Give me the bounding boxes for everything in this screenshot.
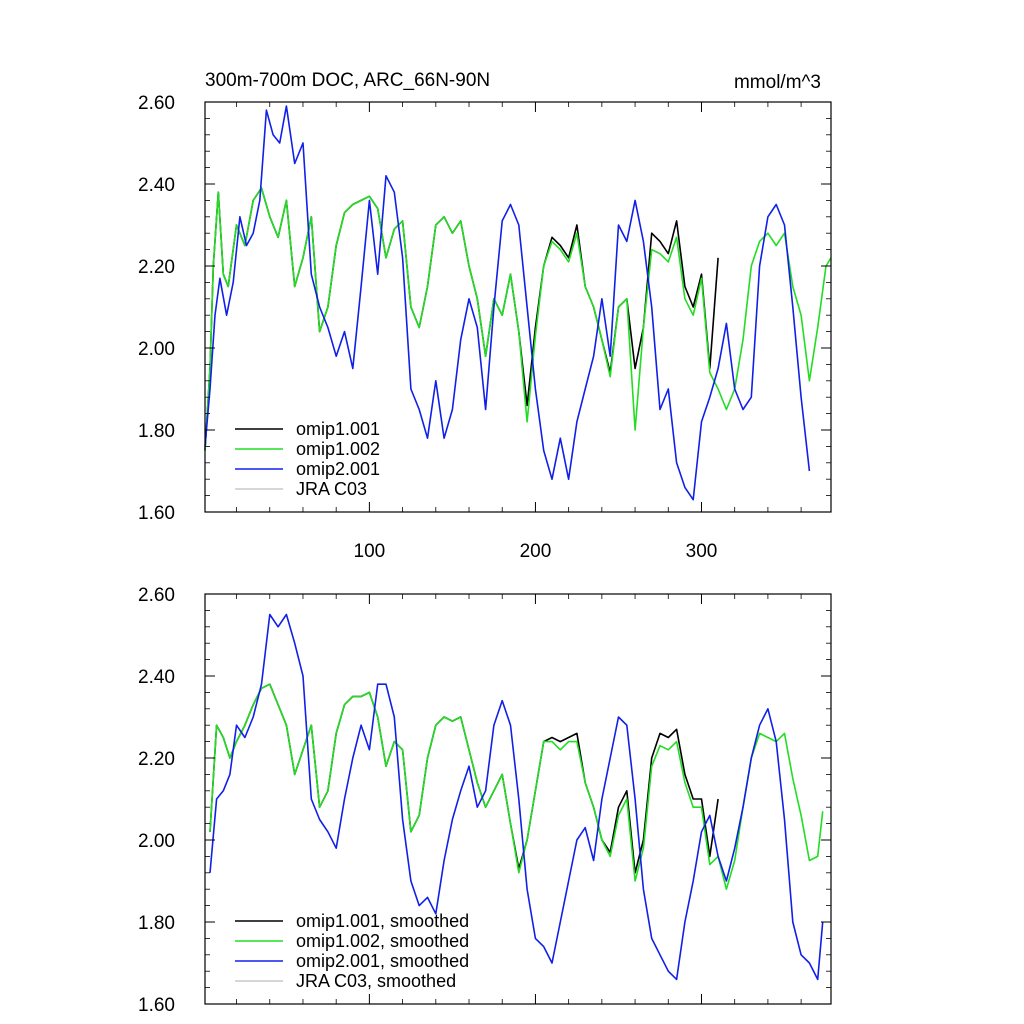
y-tick-label: 2.60	[138, 585, 175, 606]
chart-title: 300m-700m DOC, ARC_66N-90N	[205, 70, 490, 91]
legend-label: omip1.002	[296, 439, 380, 459]
y-tick-label: 2.00	[138, 831, 175, 852]
legend-label: omip1.002, smoothed	[296, 931, 469, 951]
y-tick-label: 1.60	[138, 995, 175, 1016]
y-tick-label: 2.40	[138, 667, 175, 688]
plot-frame	[204, 593, 832, 1005]
series-line-3	[209, 613, 824, 981]
legend-label: omip2.001, smoothed	[296, 951, 469, 971]
legend-label: JRA C03	[296, 479, 367, 499]
series-line-2	[204, 187, 832, 451]
y-tick-label: 2.40	[138, 175, 175, 196]
legend-label: JRA C03, smoothed	[296, 971, 456, 991]
units-label: mmol/m^3	[734, 72, 821, 93]
x-tick-label: 300	[686, 541, 718, 562]
series-line-2	[209, 683, 824, 890]
y-tick-label: 1.80	[138, 913, 175, 934]
y-tick-label: 2.20	[138, 257, 175, 278]
series-line-3	[204, 105, 811, 501]
series-group	[204, 105, 832, 501]
legend-label: omip2.001	[296, 459, 380, 479]
y-tick-label: 2.60	[138, 93, 175, 114]
chart-panel-1: 1.60 1.80 2.00 2.20 2.40 2.60 100 200 300 300m-70…	[138, 70, 832, 562]
y-tick-label: 2.20	[138, 749, 175, 770]
x-tick-label: 200	[520, 541, 552, 562]
series-group	[209, 613, 824, 981]
plot-frame	[204, 101, 832, 513]
x-tick-label: 100	[354, 541, 386, 562]
y-tick-label: 2.00	[138, 339, 175, 360]
y-tick-label: 1.80	[138, 421, 175, 442]
y-tick-label: 1.60	[138, 503, 175, 524]
chart-panel-2: 1.60 1.80 2.00 2.20 2.40 2.60 omip1.001, smoot…	[138, 585, 832, 1016]
legend-label: omip1.001, smoothed	[296, 911, 469, 931]
legend-label: omip1.001	[296, 419, 380, 439]
